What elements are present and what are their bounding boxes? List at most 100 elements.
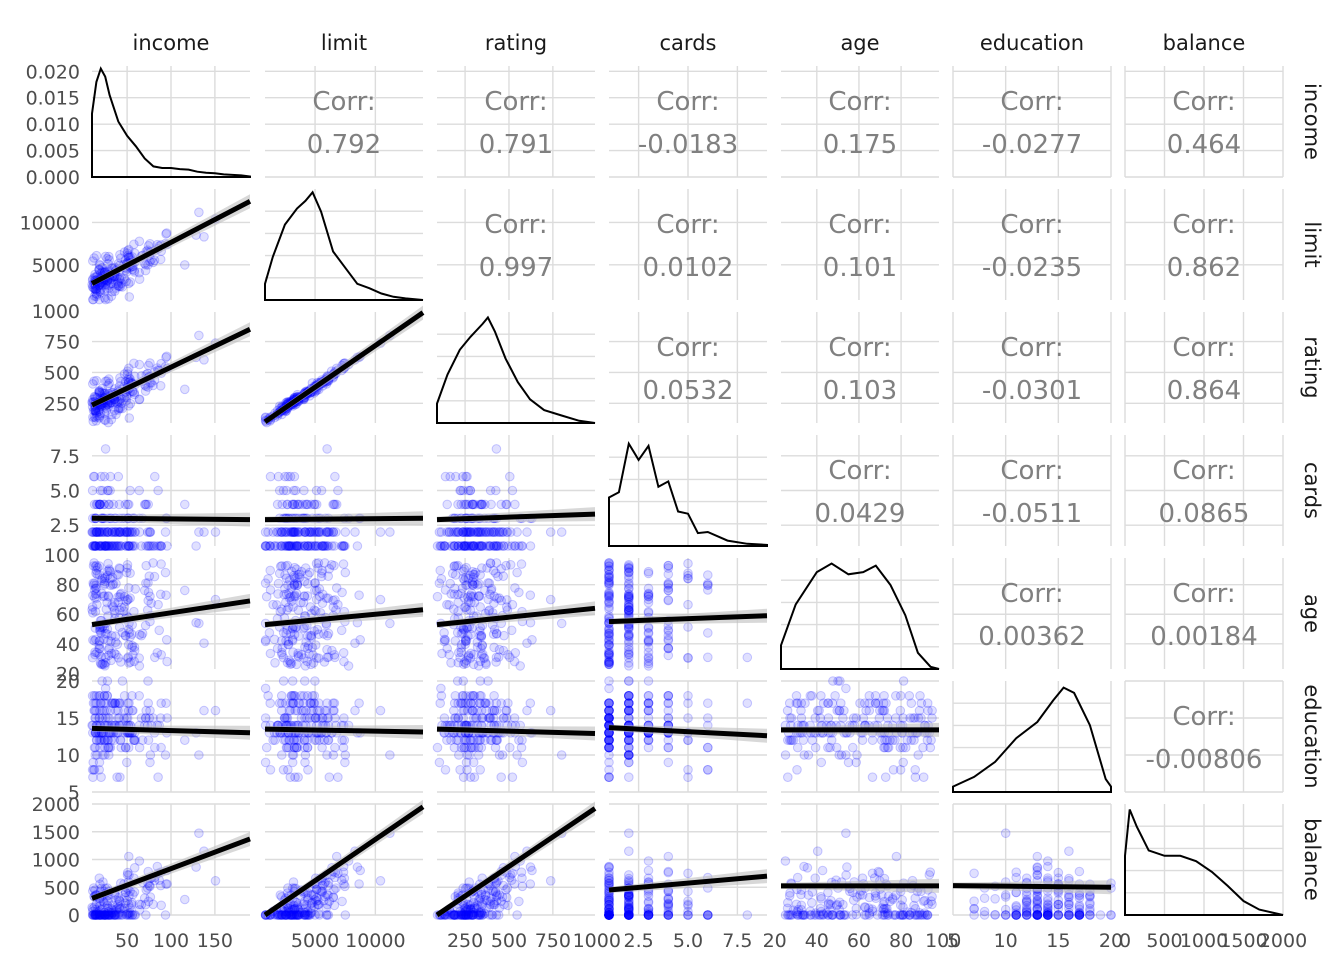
data-point [122,248,133,258]
data-point [122,527,133,537]
data-point [106,291,117,302]
data-point [340,567,351,578]
data-point [154,625,164,636]
data-point [337,541,347,551]
data-point [505,742,515,753]
data-point [444,600,454,610]
panel-limit-balance: Corr: 0.862 [1124,189,1284,300]
data-point [115,735,126,746]
data-point [329,698,340,709]
data-point [284,593,295,603]
data-point [121,541,131,551]
data-point [88,412,98,423]
data-point [643,591,654,602]
data-point [643,713,654,723]
data-point [604,640,614,650]
data-point [792,765,802,775]
data-point [110,405,120,416]
data-point [100,541,111,551]
data-point [113,527,124,537]
data-point [354,879,364,889]
data-point [321,527,332,537]
data-point [480,890,491,900]
data-point [305,541,316,551]
panel-balance-income [87,803,251,920]
data-point [90,593,100,603]
data-point [331,583,342,593]
data-point [516,559,527,569]
data-point [116,541,126,551]
data-point [146,541,156,551]
data-point [142,527,153,537]
data-point [108,541,118,551]
data-point [624,757,634,768]
data-point [292,541,303,551]
data-point [304,527,315,537]
data-point [522,638,532,649]
data-point [303,541,313,551]
panel-limit-cards: Corr: 0.0102 [609,189,767,300]
data-point [288,647,298,658]
data-point [100,527,110,537]
corr-value-cards-age: 0.0429 [815,499,906,529]
data-point [140,499,151,510]
data-point [124,244,134,255]
data-point [145,358,155,368]
data-point [115,589,126,600]
panel-education-rating [432,676,596,793]
data-point [210,876,221,886]
data-point [326,527,337,537]
data-point [969,868,979,879]
data-point [816,691,826,701]
data-point [124,363,134,374]
data-point [703,570,713,580]
data-point [816,892,826,902]
data-point [95,485,106,496]
data-point [322,527,332,537]
data-point [525,698,536,709]
data-point [333,772,343,783]
x-tick-label: 40 [805,930,829,952]
data-point [102,485,113,496]
data-point [107,541,118,551]
data-point [643,647,654,658]
data-point [290,485,301,496]
data-point [95,499,105,510]
data-point [663,899,674,910]
data-point [285,471,296,482]
data-point [113,405,124,415]
data-point [305,602,316,612]
data-point [604,593,614,603]
data-point [162,541,172,551]
data-point [477,640,488,650]
data-point [494,593,505,603]
data-point [89,291,100,301]
data-point [199,232,209,242]
data-point [446,658,456,668]
data-point [194,828,204,839]
data-point [124,851,134,862]
data-point [350,638,360,649]
data-point [340,910,351,920]
data-point [851,757,862,768]
corr-label: Corr: [1172,210,1235,240]
data-point [129,527,140,537]
data-point [910,910,921,920]
data-point [449,698,460,709]
data-point [510,583,520,593]
data-point [663,757,674,768]
data-point [375,594,386,605]
y-tick-label: 1000 [32,301,80,323]
data-point [331,499,342,510]
data-point [458,772,469,783]
data-point [194,527,204,537]
x-tick-label: 20 [763,930,787,952]
data-point [742,652,753,663]
data-point [287,499,298,510]
data-point [311,527,322,537]
panel-limit-rating: Corr: 0.997 [437,189,595,300]
data-point [624,909,634,920]
data-point [490,742,501,753]
data-point [102,376,112,386]
data-point [113,541,124,551]
